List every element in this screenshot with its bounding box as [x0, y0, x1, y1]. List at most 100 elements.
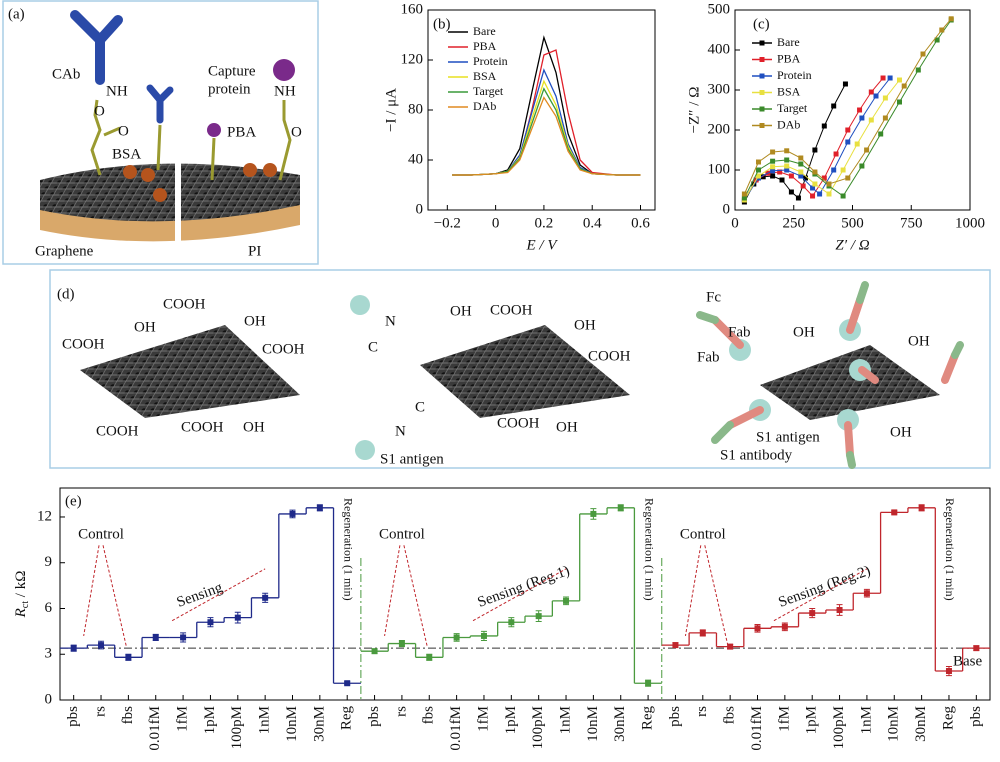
- diagram-label: OH: [450, 303, 472, 319]
- x-tick-label: 0: [492, 215, 500, 231]
- x-tick-label: 10nM: [585, 706, 601, 742]
- data-point: [770, 158, 776, 164]
- legend-label: Target: [777, 101, 808, 115]
- annotation: Control: [78, 527, 124, 543]
- legend-marker: [759, 73, 765, 79]
- diagram-label: COOH: [497, 415, 540, 431]
- x-tick-label: 100pM: [229, 706, 245, 749]
- s1-antigen: [350, 295, 370, 315]
- x-tick-label: 1nM: [557, 706, 573, 734]
- y-tick-label: 300: [708, 81, 731, 97]
- data-point: [868, 89, 874, 95]
- y-tick-label: 3: [45, 646, 53, 662]
- y-axis-label: −Z″ / Ω: [686, 87, 702, 134]
- data-point: [831, 103, 837, 109]
- data-point: [152, 634, 159, 641]
- s1-antigen: [837, 409, 859, 431]
- x-axis-label: Z′ / Ω: [835, 237, 869, 253]
- data-point: [398, 640, 405, 647]
- x-tick-label: 0.01fM: [749, 706, 765, 751]
- x-tick-label: rs: [393, 706, 409, 717]
- diagram-label: O: [118, 123, 129, 139]
- y-tick-label: 400: [708, 41, 731, 57]
- data-point: [754, 625, 761, 632]
- x-tick-label: 30nM: [311, 706, 327, 742]
- x-tick-label: 1fM: [776, 706, 792, 732]
- data-point: [781, 623, 788, 630]
- data-point: [590, 510, 597, 517]
- data-point: [289, 510, 296, 517]
- data-point: [821, 123, 827, 129]
- data-point: [535, 613, 542, 620]
- annotation: Regeneration (1 min): [642, 498, 656, 601]
- data-point: [741, 191, 747, 197]
- y-axis-label-part: / kΩ: [13, 571, 29, 601]
- data-point: [756, 159, 761, 165]
- data-point: [857, 107, 863, 113]
- x-tick-label: 750: [900, 215, 923, 231]
- data-point: [426, 654, 433, 661]
- graphene-sheet: [760, 345, 940, 420]
- legend-label: PBA: [777, 51, 801, 65]
- x-tick-label: fbs: [120, 706, 136, 724]
- x-tick-label: fbs: [421, 706, 437, 724]
- graphene-sheet: [420, 325, 630, 418]
- diagram-label: N: [385, 313, 396, 329]
- data-point: [777, 169, 783, 175]
- legend-label: BSA: [777, 84, 801, 98]
- data-point: [901, 83, 907, 89]
- x-tick-label: Reg: [339, 706, 355, 731]
- diagram-label: COOH: [588, 348, 631, 364]
- x-tick-label: rs: [92, 706, 108, 717]
- diagram-label: NH: [106, 83, 128, 99]
- y-tick-label: 100: [708, 161, 731, 177]
- data-point: [770, 168, 776, 174]
- diagram-label: OH: [574, 317, 596, 333]
- diagram-label: COOH: [163, 296, 206, 312]
- diagram-label: COOH: [262, 341, 305, 357]
- data-point: [812, 169, 818, 175]
- panel-label: (a): [8, 6, 25, 22]
- legend-label: BSA: [473, 69, 497, 83]
- bsa: [123, 165, 137, 179]
- data-point: [784, 157, 790, 163]
- capture-protein: [273, 59, 295, 81]
- x-tick-label: 10nM: [284, 706, 300, 742]
- diagram-label: Capture: [208, 63, 256, 79]
- data-point: [645, 680, 652, 687]
- diagram-label: Fab: [728, 324, 751, 340]
- cut: [175, 150, 181, 245]
- y-axis-label: −I / μA: [383, 88, 399, 132]
- x-tick-label: 1nM: [858, 706, 874, 734]
- panel-label: (b): [433, 16, 451, 32]
- diagram-label: PI: [248, 243, 261, 259]
- data-point: [70, 645, 77, 652]
- y-tick-label: 6: [45, 600, 53, 616]
- legend-label: Bare: [777, 35, 800, 49]
- y-tick-label: 120: [401, 51, 424, 67]
- data-point: [891, 509, 898, 516]
- y-axis-label-part: R: [13, 608, 29, 618]
- diagram-label: S1 antigen: [380, 451, 444, 467]
- data-point: [854, 141, 860, 147]
- panel-label: (e): [65, 493, 82, 509]
- data-point: [207, 619, 214, 626]
- x-tick-label: 0: [731, 215, 739, 231]
- x-tick-label: 0.01fM: [147, 706, 163, 751]
- y-tick-label: 12: [37, 508, 52, 524]
- x-tick-label: 1nM: [257, 706, 273, 734]
- data-point: [812, 147, 818, 153]
- diagram-label: OH: [890, 424, 912, 440]
- y-tick-label: 0: [45, 691, 53, 707]
- annotation-arrow: [384, 545, 428, 647]
- data-point: [863, 590, 870, 597]
- data-point: [836, 607, 843, 614]
- diagram-label: PBA: [227, 124, 256, 140]
- diagram-label: OH: [244, 313, 266, 329]
- series-line: [452, 96, 641, 176]
- data-point: [770, 164, 776, 170]
- annotation-arrow: [684, 545, 729, 647]
- diagram-label: COOH: [490, 302, 533, 318]
- diagram-label: COOH: [181, 419, 224, 435]
